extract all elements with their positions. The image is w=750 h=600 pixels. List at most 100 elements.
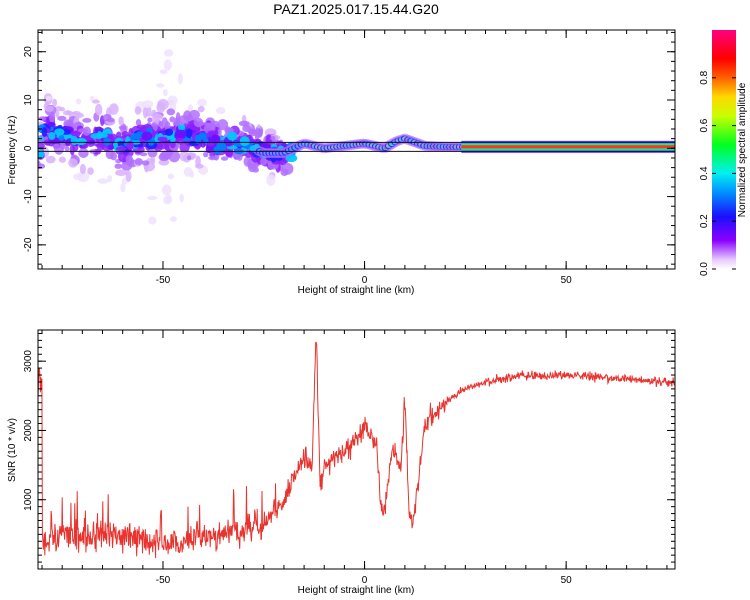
spectrogram-cell	[198, 132, 208, 140]
snr-x-label: Height of straight line (km)	[298, 585, 415, 596]
figure-title: PAZ1.2025.017.15.44.G20	[273, 1, 439, 17]
colorbar: 0.0 0.2 0.4 0.6 0.8 Normalized spectral ampl…	[699, 30, 748, 276]
spectrogram-cell	[97, 178, 109, 184]
spectrogram-cell	[270, 136, 276, 141]
spectrogram-cell	[126, 140, 134, 151]
spectrogram-cell	[110, 151, 118, 161]
spectrogram-cell	[91, 99, 100, 104]
spectrogram-cell	[188, 109, 200, 120]
spectrogram-cell	[134, 157, 143, 166]
spectrogram-cell	[157, 136, 168, 142]
spectrogram-cell	[139, 152, 148, 157]
snr-frame	[37, 329, 676, 570]
y-tick-label: 2000	[23, 419, 34, 442]
spectrogram-cell	[150, 156, 156, 165]
spectrogram-cell	[147, 195, 158, 200]
colorbar-ticks: 0.0 0.2 0.4 0.6 0.8	[699, 70, 736, 276]
snr-y-label: SNR (10 * v/v)	[7, 418, 18, 482]
spectrogram-cell	[135, 119, 142, 127]
spectrogram-cell	[72, 110, 81, 116]
spectrogram-cell	[120, 182, 126, 193]
spectrogram-cell	[239, 136, 250, 147]
spectrogram-cell	[60, 107, 65, 112]
spectrogram-cell	[108, 144, 114, 150]
spectrogram-cell	[114, 163, 123, 169]
spectrogram-y-label: Frequency (Hz)	[7, 116, 18, 185]
ridge-band-core	[461, 145, 675, 149]
spectrogram-cell	[187, 155, 192, 161]
spectrogram-cell	[141, 160, 150, 166]
spectrogram-cell	[41, 127, 48, 137]
spectrogram-cell	[47, 121, 56, 128]
spectrogram-cell	[164, 49, 174, 57]
spectrogram-cell	[242, 124, 251, 133]
spectrogram-cell	[38, 142, 45, 149]
spectrogram-cell	[38, 163, 46, 170]
spectrogram-cell	[82, 118, 92, 123]
colorbar-tick-label: 0.8	[699, 70, 710, 84]
spectrogram-cell	[48, 132, 56, 140]
spectrogram-cell	[78, 148, 89, 158]
spectrogram-cell	[45, 155, 56, 164]
spectrogram-cell	[90, 133, 102, 139]
y-tick-label: 0	[23, 145, 34, 151]
spectrogram-cell	[174, 117, 180, 127]
spectrogram-cell	[280, 168, 289, 177]
spectrogram-cell	[208, 155, 218, 161]
spectrogram-cell	[148, 216, 157, 225]
y-tick-label: 10	[23, 94, 34, 106]
spectrogram-cell	[167, 95, 178, 106]
spectrogram-cell	[66, 110, 72, 115]
spectrogram-cell	[247, 163, 257, 173]
spectrogram-cell	[177, 124, 186, 131]
x-tick-label: 0	[362, 575, 368, 586]
spectrogram-cell	[125, 154, 133, 165]
spectrogram-cell	[210, 137, 217, 142]
spectrogram-cell	[100, 133, 108, 138]
spectrogram-cell	[87, 167, 94, 175]
spectrogram-cell	[89, 95, 95, 102]
snr-series-line	[38, 341, 675, 559]
spectrogram-cell	[158, 159, 170, 166]
spectrogram-cell	[167, 173, 174, 180]
spectrogram-cell	[217, 128, 222, 137]
spectrogram-cell	[64, 146, 70, 152]
spectrogram-cell	[141, 131, 153, 141]
spectrogram-cell	[153, 113, 164, 121]
spectrogram-cell	[187, 104, 193, 111]
spectrogram-cell	[193, 117, 204, 128]
spectrogram-cell	[165, 194, 172, 202]
spectrogram-cell	[147, 117, 153, 123]
spectrogram-cell	[145, 112, 152, 117]
spectrogram-cell	[226, 131, 238, 141]
spectrogram-cell	[142, 100, 154, 109]
spectrogram-cell	[169, 116, 176, 123]
snr-ticks: -50 0 50 1000 2000 3000	[23, 330, 675, 586]
spectrogram-cell	[174, 129, 187, 139]
spectrogram-cell	[203, 151, 209, 158]
spectrogram-cell	[243, 156, 252, 167]
spectrogram-cell	[130, 133, 142, 143]
spectrogram-ticks: -50 0 50 -20 -10 0 10 20	[23, 30, 675, 286]
spectrogram-cell	[162, 89, 168, 97]
spectrogram-cell	[136, 124, 146, 129]
spectrogram-cell	[189, 170, 194, 178]
spectrogram-cell	[94, 103, 103, 116]
colorbar-tick-label: 0.6	[699, 118, 710, 132]
spectrogram-cell	[168, 150, 180, 163]
spectrogram-cell	[134, 106, 142, 115]
spectrogram-cell	[163, 59, 173, 71]
spectrogram-cell	[220, 156, 229, 161]
spectrogram-cell	[52, 143, 60, 150]
spectrogram-cell	[55, 110, 60, 118]
spectrogram-cell	[58, 134, 65, 141]
spectrogram-cell	[166, 108, 176, 116]
y-tick-label: -20	[23, 237, 34, 252]
spectrogram-cell	[49, 111, 56, 123]
spectrogram-cell	[179, 193, 184, 203]
x-tick-label: 0	[362, 275, 368, 286]
colorbar-gradient	[712, 30, 736, 269]
spectrogram-cell	[169, 134, 176, 143]
spectrogram-cell	[54, 128, 65, 136]
